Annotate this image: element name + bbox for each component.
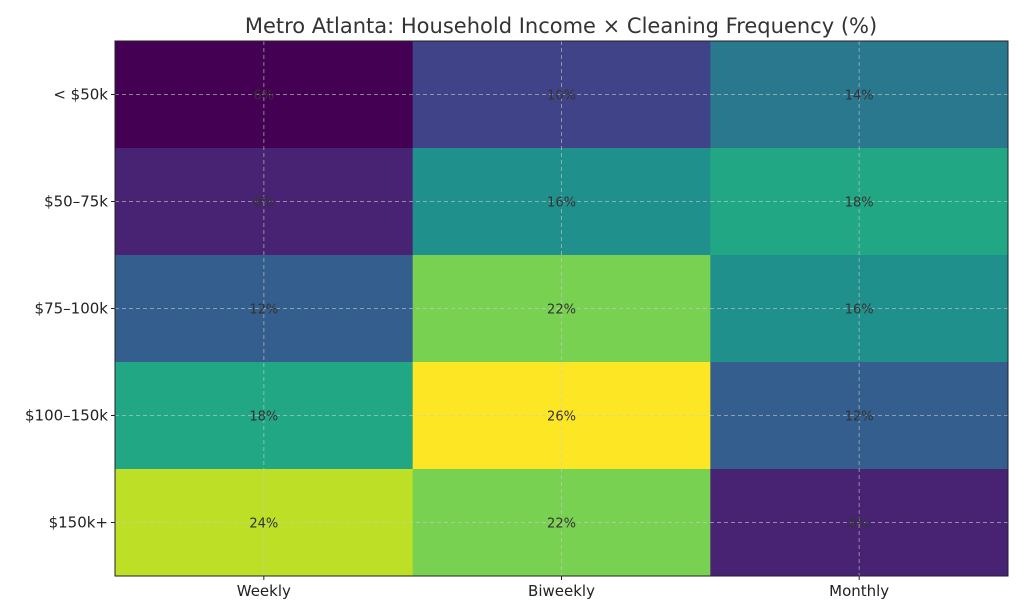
cell-value-label: 22% bbox=[547, 517, 576, 532]
cell-value-label: 8% bbox=[849, 517, 870, 532]
cell-value-label: 14% bbox=[845, 89, 874, 104]
cell-value-label: 12% bbox=[249, 303, 278, 318]
cell-value-label: 10% bbox=[547, 89, 576, 104]
y-tick-label: $50–75k bbox=[44, 193, 108, 211]
cell-value-label: 18% bbox=[845, 196, 874, 211]
x-tick-label: Biweekly bbox=[528, 582, 595, 600]
y-tick-label: $100–150k bbox=[25, 407, 108, 425]
cell-value-label: 12% bbox=[845, 410, 874, 425]
y-tick-label: $75–100k bbox=[35, 300, 109, 318]
cell-value-label: 18% bbox=[249, 410, 278, 425]
x-tick-label: Monthly bbox=[829, 582, 889, 600]
plot-frame bbox=[114, 40, 1009, 577]
cell-value-label: 16% bbox=[547, 196, 576, 211]
y-tick-label: < $50k bbox=[53, 86, 108, 104]
cell-value-label: 24% bbox=[249, 517, 278, 532]
cell-value-label: 22% bbox=[547, 303, 576, 318]
x-tick-label: Weekly bbox=[237, 582, 291, 600]
chart-title: Metro Atlanta: Household Income × Cleani… bbox=[245, 14, 877, 38]
cell-value-label: 6% bbox=[254, 89, 275, 104]
cell-value-label: 16% bbox=[845, 303, 874, 318]
y-tick-label: $150k+ bbox=[49, 514, 108, 532]
cell-value-label: 26% bbox=[547, 410, 576, 425]
cell-value-label: 8% bbox=[254, 196, 275, 211]
